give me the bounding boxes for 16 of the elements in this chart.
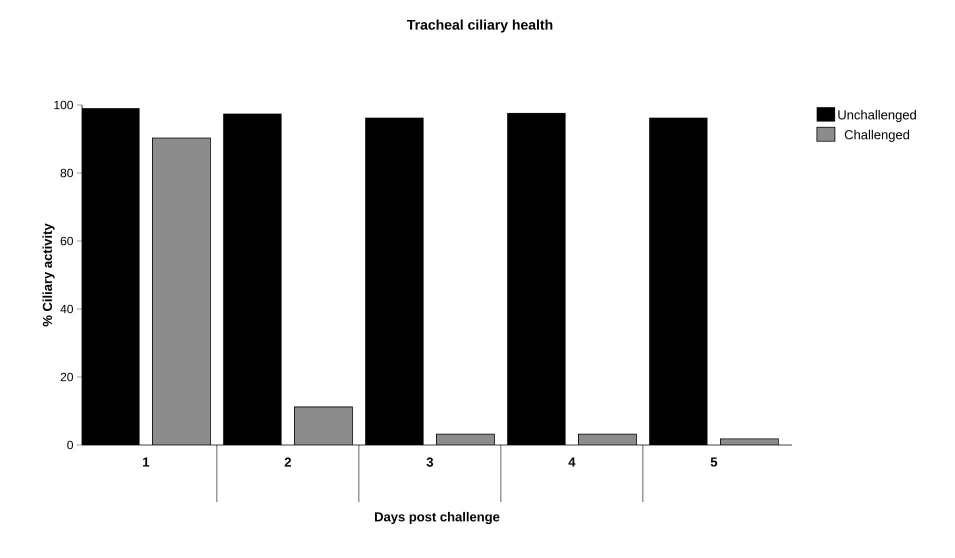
y-tick-label: 60 [60, 236, 74, 246]
x-axis-title: Days post challenge [375, 512, 500, 524]
x-tick-label: 4 [568, 458, 576, 466]
y-tick-label: 0 [67, 440, 74, 450]
y-tick-label: 100 [54, 100, 74, 110]
chart-title: Tracheal ciliary health [407, 19, 552, 33]
y-tick-label: 20 [60, 372, 74, 382]
x-tick-label: 5 [710, 458, 718, 467]
legend-label: Unchallenged [838, 110, 916, 122]
y-tick-label: 40 [60, 304, 74, 314]
x-tick-label: 3 [426, 458, 434, 467]
y-axis-title: % Ciliary activity [42, 223, 55, 326]
legend-label: Challenged [844, 130, 910, 142]
x-tick-label: 1 [143, 458, 150, 466]
y-tick-label: 80 [60, 168, 74, 178]
x-tick-label: 2 [284, 458, 292, 467]
